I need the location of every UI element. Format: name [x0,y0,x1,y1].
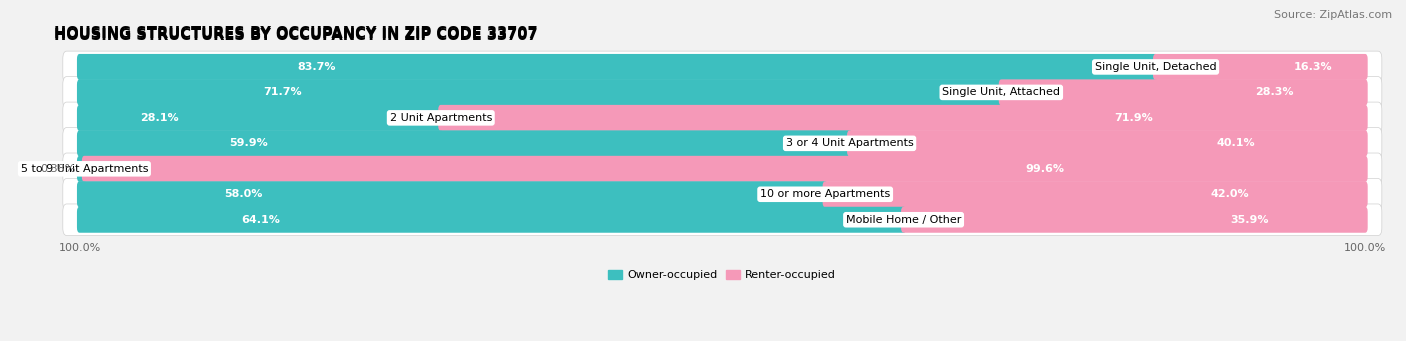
FancyBboxPatch shape [63,102,1382,134]
Text: 99.6%: 99.6% [1025,164,1064,174]
Text: Single Unit, Attached: Single Unit, Attached [942,87,1060,98]
FancyBboxPatch shape [63,128,1382,159]
FancyBboxPatch shape [63,51,1382,83]
FancyBboxPatch shape [77,130,852,156]
Text: 3 or 4 Unit Apartments: 3 or 4 Unit Apartments [786,138,914,148]
Text: 40.1%: 40.1% [1218,138,1256,148]
FancyBboxPatch shape [1153,54,1368,80]
Text: HOUSING STRUCTURES BY OCCUPANCY IN ZIP CODE 33707: HOUSING STRUCTURES BY OCCUPANCY IN ZIP C… [53,28,537,43]
FancyBboxPatch shape [998,79,1368,105]
Text: Source: ZipAtlas.com: Source: ZipAtlas.com [1274,10,1392,20]
Text: 71.9%: 71.9% [1115,113,1153,123]
Text: Mobile Home / Other: Mobile Home / Other [846,215,962,225]
FancyBboxPatch shape [63,178,1382,210]
FancyBboxPatch shape [63,77,1382,108]
Text: 10 or more Apartments: 10 or more Apartments [761,189,890,199]
Text: 83.7%: 83.7% [297,62,336,72]
Text: 28.1%: 28.1% [139,113,179,123]
Text: 2 Unit Apartments: 2 Unit Apartments [389,113,492,123]
FancyBboxPatch shape [901,207,1368,233]
Text: 35.9%: 35.9% [1230,215,1270,225]
FancyBboxPatch shape [77,207,905,233]
FancyBboxPatch shape [63,153,1382,184]
Text: 16.3%: 16.3% [1294,62,1331,72]
Text: HOUSING STRUCTURES BY OCCUPANCY IN ZIP CODE 33707: HOUSING STRUCTURES BY OCCUPANCY IN ZIP C… [53,26,537,41]
Text: 58.0%: 58.0% [225,189,263,199]
Text: 5 to 9 Unit Apartments: 5 to 9 Unit Apartments [21,164,148,174]
Text: 64.1%: 64.1% [242,215,280,225]
Legend: Owner-occupied, Renter-occupied: Owner-occupied, Renter-occupied [605,265,841,285]
FancyBboxPatch shape [77,181,828,207]
Text: Single Unit, Detached: Single Unit, Detached [1095,62,1216,72]
FancyBboxPatch shape [77,79,1004,105]
FancyBboxPatch shape [823,181,1368,207]
FancyBboxPatch shape [77,105,443,131]
Text: 59.9%: 59.9% [229,138,269,148]
Text: 28.3%: 28.3% [1256,87,1294,98]
FancyBboxPatch shape [439,105,1368,131]
FancyBboxPatch shape [77,156,87,182]
Text: 0.38%: 0.38% [41,164,76,174]
FancyBboxPatch shape [63,204,1382,236]
FancyBboxPatch shape [846,130,1368,156]
FancyBboxPatch shape [82,156,1368,182]
Text: 71.7%: 71.7% [263,87,302,98]
FancyBboxPatch shape [77,54,1159,80]
Text: 42.0%: 42.0% [1211,189,1250,199]
